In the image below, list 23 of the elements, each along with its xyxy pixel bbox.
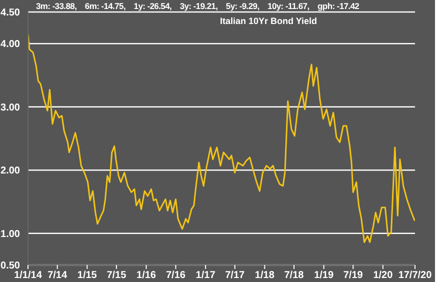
- chart-title: Italian 10Yr Bond Yield: [220, 16, 318, 26]
- line-series: [28, 33, 415, 243]
- x-tick-label: 7/15: [106, 270, 127, 282]
- y-tick-label: 4.00: [0, 39, 20, 50]
- y-tick-label: 3.00: [0, 102, 20, 114]
- x-tick-label: 7/18: [284, 270, 304, 282]
- x-tick-label: 1/18: [254, 270, 275, 282]
- text: 3m: -33.88, 6m: -14.75, 1y: -26.54, 3y: -19.21, 5y: -9.29, 10y: -11.67, gph: -17.42: [36, 1, 360, 11]
- y-tick-label: 0.50: [0, 260, 20, 272]
- y-tick-label: 1.00: [0, 228, 20, 240]
- x-tick-label: 1/15: [77, 270, 98, 282]
- x-tick-label: 17/7/20: [398, 270, 432, 282]
- x-tick-label: 7/17: [225, 270, 246, 282]
- x-tick-label: 1/1/14: [14, 270, 42, 282]
- x-tick-label: 1/20: [373, 270, 394, 282]
- x-tick-label: 1/17: [196, 270, 216, 282]
- x-tick-label: 7/19: [343, 270, 364, 282]
- x-tick-label: 1/19: [314, 270, 334, 282]
- y-tick-label: 4.50: [0, 8, 20, 19]
- y-tick-label: 2.00: [0, 166, 20, 177]
- x-tick-label: 1/16: [136, 270, 156, 282]
- x-tick-label: 7/14: [48, 270, 68, 282]
- x-tick-label: 7/16: [166, 270, 186, 282]
